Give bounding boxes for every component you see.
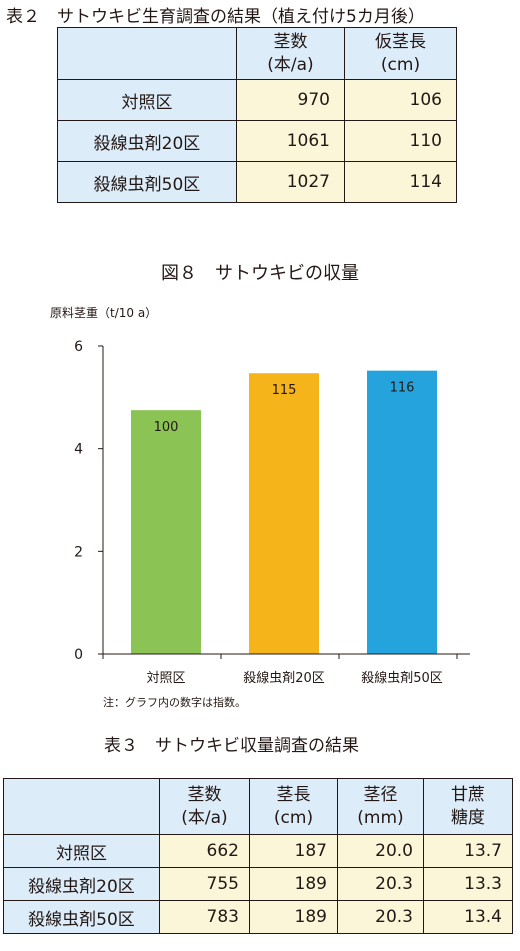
- table-row: 対照区 662 187 20.0 13.7: [3, 834, 513, 868]
- header-length-line2: (cm): [273, 807, 314, 828]
- table-header-row: 茎数 (本/a) 仮茎長 (cm): [57, 27, 457, 80]
- figure-title: 図８ サトウキビの収量: [161, 263, 359, 284]
- header-stem-diameter: 茎径 (mm): [337, 778, 424, 835]
- header-length-line2: (cm): [380, 54, 421, 75]
- header-stems-line1: 茎数: [187, 784, 222, 805]
- header-diameter-line2: (mm): [357, 807, 404, 828]
- y-tick-label: 0: [74, 647, 83, 663]
- header-sugar-line1: 甘蔗: [451, 784, 485, 805]
- diameter-value: 20.3: [337, 900, 424, 934]
- table3-title: 表３ サトウキビ収量調査の結果: [104, 736, 359, 756]
- bar-data-label: 116: [390, 381, 415, 396]
- table-row: 殺線虫剤50区 783 189 20.3 13.4: [3, 900, 513, 934]
- y-tick-label: 2: [74, 544, 83, 560]
- stems-value: 783: [159, 900, 250, 934]
- table-row: 殺線虫剤20区 755 189 20.3 13.3: [3, 867, 513, 901]
- bar-data-label: 100: [154, 420, 179, 435]
- x-tick-label: 殺線虫剤20区: [243, 670, 325, 686]
- sugar-value: 13.7: [423, 834, 513, 868]
- x-tick-label: 殺線虫剤50区: [361, 670, 443, 686]
- table-row: 対照区 970 106: [57, 79, 457, 121]
- length-value: 189: [249, 867, 338, 901]
- header-stems: 茎数 (本/a): [159, 778, 250, 835]
- header-stems-line2: (本/a): [267, 54, 314, 75]
- chart-bar: [131, 410, 201, 654]
- y-tick-label: 6: [74, 339, 83, 355]
- chart-bar: [367, 370, 437, 654]
- x-tick-label: 対照区: [146, 671, 185, 686]
- header-length-line1: 仮茎長: [375, 31, 426, 52]
- growth-survey-table: 茎数 (本/a) 仮茎長 (cm) 対照区 970 106 殺線虫剤20区 10…: [57, 27, 457, 203]
- row-label: 対照区: [57, 79, 237, 121]
- header-pseudo-stem-length: 仮茎長 (cm): [344, 27, 457, 80]
- yield-survey-table: 茎数 (本/a) 茎長 (cm) 茎径 (mm) 甘蔗 糖度 対照区 662 1…: [3, 778, 513, 934]
- y-tick-label: 4: [74, 442, 83, 458]
- header-stem-length: 茎長 (cm): [249, 778, 338, 835]
- stems-value: 662: [159, 834, 250, 868]
- y-axis-label: 原料茎重（t/10 a）: [50, 306, 158, 320]
- height-value: 114: [344, 161, 457, 203]
- header-diameter-line1: 茎径: [363, 784, 398, 805]
- row-label: 殺線虫剤50区: [57, 161, 237, 203]
- stems-value: 1027: [236, 161, 345, 203]
- table-row: 殺線虫剤20区 1061 110: [57, 120, 457, 162]
- header-stems-line2: (本/a): [181, 807, 228, 828]
- row-label: 殺線虫剤20区: [3, 867, 160, 901]
- row-label: 殺線虫剤50区: [3, 900, 160, 934]
- row-label: 殺線虫剤20区: [57, 120, 237, 162]
- stems-value: 755: [159, 867, 250, 901]
- diameter-value: 20.0: [337, 834, 424, 868]
- header-sugar-line2: 糖度: [451, 807, 485, 828]
- stems-value: 970: [236, 79, 345, 121]
- height-value: 106: [344, 79, 457, 121]
- header-stems-line1: 茎数: [273, 31, 308, 52]
- yield-bar-chart: 0 2 4 6 対照区 殺線虫剤20区 殺線虫剤50区 100 115 116: [74, 339, 470, 686]
- header-corner-cell: [57, 27, 237, 80]
- height-value: 110: [344, 120, 457, 162]
- length-value: 187: [249, 834, 338, 868]
- bar-data-label: 115: [272, 383, 297, 398]
- header-sugar-content: 甘蔗 糖度: [423, 778, 513, 835]
- header-corner-cell: [3, 778, 160, 835]
- table-row: 殺線虫剤50区 1027 114: [57, 161, 457, 203]
- table-header-row: 茎数 (本/a) 茎長 (cm) 茎径 (mm) 甘蔗 糖度: [3, 778, 513, 835]
- diameter-value: 20.3: [337, 867, 424, 901]
- row-label: 対照区: [3, 834, 160, 868]
- sugar-value: 13.3: [423, 867, 513, 901]
- stems-value: 1061: [236, 120, 345, 162]
- sugar-value: 13.4: [423, 900, 513, 934]
- header-stems: 茎数 (本/a): [236, 27, 345, 80]
- length-value: 189: [249, 900, 338, 934]
- chart-bar: [249, 373, 319, 654]
- figure-note: 注：グラフ内の数字は指数。: [103, 696, 246, 709]
- table2-title: 表２ サトウキビ生育調査の結果（植え付け5カ月後）: [6, 7, 425, 27]
- header-length-line1: 茎長: [276, 784, 311, 805]
